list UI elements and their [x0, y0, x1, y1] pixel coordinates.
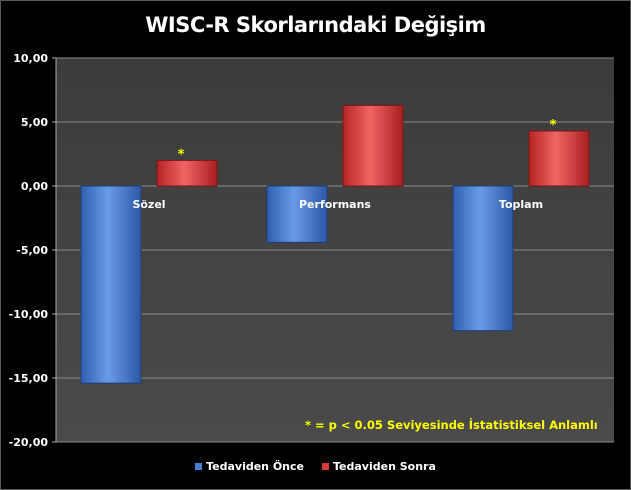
bar-after-0	[156, 159, 218, 187]
bar-after-1	[342, 104, 404, 187]
legend-item-after: Tedaviden Sonra	[322, 460, 436, 473]
y-tick-label: -20,00	[9, 436, 49, 449]
x-category-label: Toplam	[499, 198, 543, 211]
bar-before-1	[266, 185, 328, 243]
significance-star: *	[550, 118, 557, 133]
y-tick-label: 10,00	[13, 52, 48, 65]
y-tick-label: -10,00	[9, 308, 49, 321]
legend-label: Tedaviden Sonra	[333, 460, 436, 473]
y-tick-label: -15,00	[9, 372, 49, 385]
chart-title: WISC-R Skorlarındaki Değişim	[145, 13, 486, 37]
x-category-label: Performans	[299, 198, 371, 211]
chart-legend: Tedaviden Önce Tedaviden Sonra	[1, 460, 630, 473]
legend-swatch	[195, 463, 203, 470]
significance-star: *	[178, 147, 185, 162]
significance-note: * = p < 0.05 Seviyesinde İstatistiksel A…	[305, 417, 598, 432]
legend-swatch	[322, 463, 329, 470]
legend-label: Tedaviden Önce	[206, 460, 304, 473]
x-category-label: Sözel	[132, 198, 165, 211]
bar-before-2	[452, 185, 514, 332]
bar-before-0	[80, 185, 142, 384]
y-tick-label: 0,00	[21, 180, 48, 193]
y-tick-label: -5,00	[16, 244, 48, 257]
bar-after-2	[528, 130, 590, 187]
legend-item-before: Tedaviden Önce	[195, 460, 304, 473]
y-tick-label: 5,00	[21, 116, 48, 129]
